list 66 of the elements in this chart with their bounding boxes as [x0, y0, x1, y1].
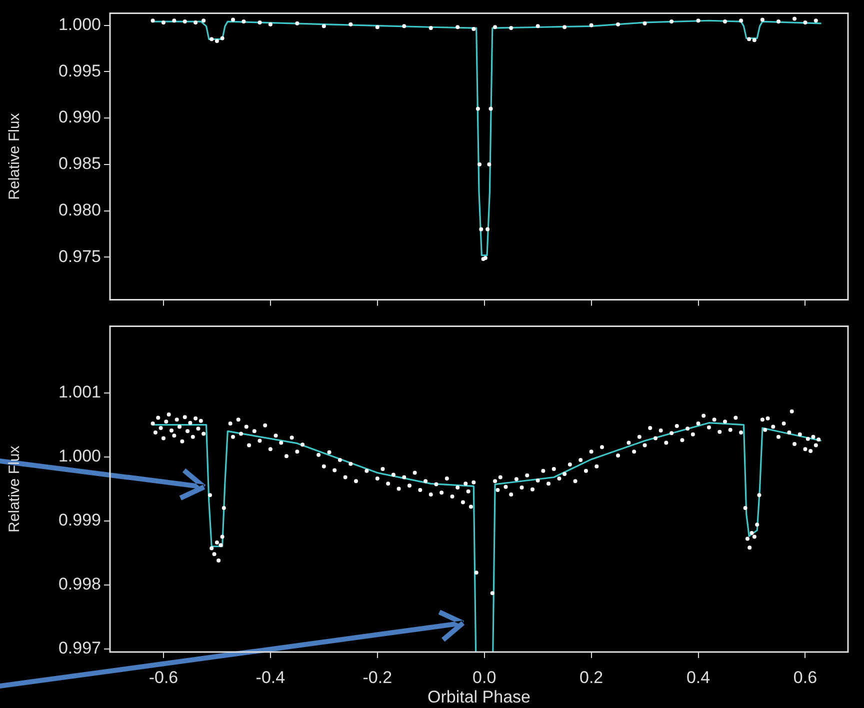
x-tick-label: 0.6	[793, 668, 818, 687]
point	[747, 37, 752, 42]
x-axis-title: Orbital Phase	[428, 687, 530, 706]
y-tick-label: 0.999	[58, 510, 101, 530]
x-tick-label: -0.4	[256, 668, 286, 687]
point	[723, 20, 727, 24]
point	[428, 26, 433, 30]
y-tick-label: 0.975	[58, 246, 101, 266]
point	[150, 18, 155, 23]
point	[814, 18, 818, 23]
y-tick-label: 0.995	[58, 61, 101, 80]
x-tick-label: -0.2	[362, 668, 392, 687]
point	[242, 20, 246, 24]
point	[210, 37, 214, 42]
y-tick-label: 0.990	[58, 108, 101, 127]
y-axis-title: Relative Flux	[6, 445, 24, 532]
point	[182, 20, 187, 24]
point	[487, 162, 492, 166]
point	[258, 20, 262, 24]
point	[472, 26, 476, 31]
x-tick-label: 0.4	[686, 668, 710, 687]
point	[486, 227, 490, 232]
y-tick-label: 0.980	[58, 200, 101, 220]
point	[509, 26, 514, 30]
point	[322, 24, 326, 28]
point	[642, 21, 647, 26]
y-tick-label: 1.001	[58, 382, 101, 402]
point	[752, 38, 756, 42]
point	[402, 24, 406, 28]
point	[202, 18, 206, 23]
point	[803, 20, 808, 24]
point	[220, 36, 224, 40]
point	[231, 18, 235, 22]
point	[375, 25, 380, 30]
point	[268, 22, 272, 26]
y-tick-label: 1.000	[58, 446, 101, 466]
point	[493, 25, 498, 30]
point	[776, 20, 780, 24]
y-tick-label: 0.998	[58, 574, 101, 594]
x-tick-label: 0.2	[579, 668, 604, 687]
point	[478, 162, 482, 166]
y-tick-label: 0.985	[58, 154, 101, 174]
point	[479, 227, 484, 232]
point	[616, 22, 620, 26]
point	[476, 106, 480, 111]
point	[295, 21, 300, 26]
point	[161, 20, 166, 24]
point	[696, 18, 700, 23]
point	[536, 24, 540, 28]
point	[792, 16, 797, 21]
point	[670, 20, 674, 24]
point	[456, 25, 460, 30]
y-axis-title: Relative Flux	[6, 112, 24, 200]
point	[172, 18, 176, 23]
x-tick-label: 0.0	[472, 668, 496, 687]
y-tick-label: 1.000	[58, 14, 101, 34]
point	[760, 18, 764, 22]
point	[348, 22, 353, 26]
point	[589, 23, 594, 28]
point	[739, 18, 744, 23]
point	[562, 25, 567, 30]
point	[214, 39, 219, 44]
x-tick-label: -0.6	[148, 668, 178, 687]
point	[488, 106, 493, 111]
y-tick-label: 0.997	[58, 638, 101, 658]
point	[194, 20, 198, 24]
